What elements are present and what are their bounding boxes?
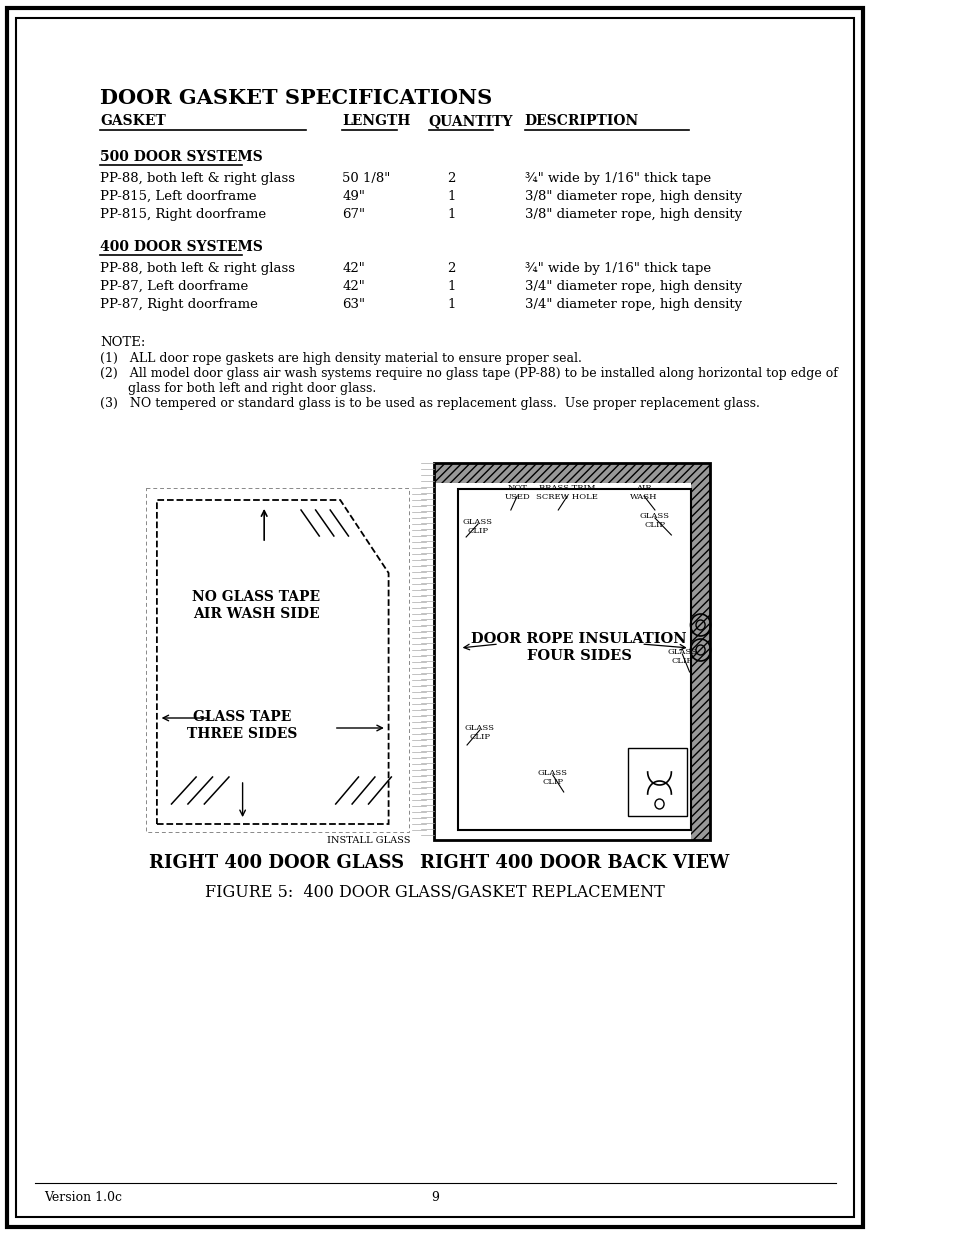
Bar: [457, 489, 691, 830]
Text: BRASS TRIM
SCREW HOLE: BRASS TRIM SCREW HOLE: [536, 484, 598, 500]
Text: PP-87, Left doorframe: PP-87, Left doorframe: [100, 280, 249, 293]
Bar: [146, 488, 408, 832]
Text: (3)   NO tempered or standard glass is to be used as replacement glass.  Use pro: (3) NO tempered or standard glass is to …: [100, 396, 760, 410]
Text: NOTE:: NOTE:: [100, 336, 146, 350]
Text: AIR WASH SIDE: AIR WASH SIDE: [193, 606, 319, 621]
Text: GLASS
CLIP: GLASS CLIP: [666, 648, 697, 666]
Bar: [434, 463, 709, 840]
Text: GLASS
CLIP: GLASS CLIP: [464, 724, 495, 741]
Text: 42": 42": [342, 280, 364, 293]
Text: DOOR GASKET SPECIFICATIONS: DOOR GASKET SPECIFICATIONS: [100, 88, 492, 107]
Bar: [691, 483, 709, 840]
Text: ¾" wide by 1/16" thick tape: ¾" wide by 1/16" thick tape: [524, 262, 710, 275]
Text: GASKET: GASKET: [100, 114, 166, 128]
Text: 3/8" diameter rope, high density: 3/8" diameter rope, high density: [524, 190, 740, 203]
Text: 1: 1: [447, 280, 455, 293]
Text: Version 1.0c: Version 1.0c: [44, 1191, 122, 1204]
Text: GLASS TAPE: GLASS TAPE: [193, 710, 292, 724]
Text: GLASS
CLIP: GLASS CLIP: [462, 517, 493, 535]
Text: 3/4" diameter rope, high density: 3/4" diameter rope, high density: [524, 280, 740, 293]
Text: 42": 42": [342, 262, 364, 275]
Text: PP-815, Left doorframe: PP-815, Left doorframe: [100, 190, 256, 203]
Text: DESCRIPTION: DESCRIPTION: [524, 114, 639, 128]
Text: LENGTH: LENGTH: [342, 114, 410, 128]
Text: 50 1/8": 50 1/8": [342, 172, 390, 185]
Text: NO GLASS TAPE: NO GLASS TAPE: [192, 590, 320, 604]
Text: 1: 1: [447, 298, 455, 311]
Text: INSTALL GLASS: INSTALL GLASS: [327, 836, 410, 845]
Text: FOUR SIDES: FOUR SIDES: [526, 650, 631, 663]
Text: PP-88, both left & right glass: PP-88, both left & right glass: [100, 262, 295, 275]
Text: QUANTITY: QUANTITY: [428, 114, 513, 128]
Text: 1: 1: [447, 190, 455, 203]
Text: 500 DOOR SYSTEMS: 500 DOOR SYSTEMS: [100, 149, 263, 164]
Text: 3/4" diameter rope, high density: 3/4" diameter rope, high density: [524, 298, 740, 311]
Text: PP-88, both left & right glass: PP-88, both left & right glass: [100, 172, 295, 185]
Text: DOOR ROPE INSULATION: DOOR ROPE INSULATION: [471, 632, 686, 646]
Text: (1)   ALL door rope gaskets are high density material to ensure proper seal.: (1) ALL door rope gaskets are high densi…: [100, 352, 581, 366]
Text: ¾" wide by 1/16" thick tape: ¾" wide by 1/16" thick tape: [524, 172, 710, 185]
Polygon shape: [156, 500, 388, 824]
Text: 49": 49": [342, 190, 365, 203]
Text: 63": 63": [342, 298, 365, 311]
Text: 2: 2: [447, 262, 455, 275]
Text: PP-87, Right doorframe: PP-87, Right doorframe: [100, 298, 258, 311]
Text: 9: 9: [431, 1191, 438, 1204]
Text: THREE SIDES: THREE SIDES: [187, 727, 297, 741]
Text: 2: 2: [447, 172, 455, 185]
Text: AIR
WASH: AIR WASH: [630, 484, 657, 500]
Text: 1: 1: [447, 207, 455, 221]
Bar: [434, 463, 709, 483]
Text: FIGURE 5:  400 DOOR GLASS/GASKET REPLACEMENT: FIGURE 5: 400 DOOR GLASS/GASKET REPLACEM…: [205, 884, 664, 902]
Text: PP-815, Right doorframe: PP-815, Right doorframe: [100, 207, 266, 221]
Text: 3/8" diameter rope, high density: 3/8" diameter rope, high density: [524, 207, 740, 221]
Text: 400 DOOR SYSTEMS: 400 DOOR SYSTEMS: [100, 240, 263, 254]
Text: NOT
USED: NOT USED: [504, 484, 530, 500]
Text: glass for both left and right door glass.: glass for both left and right door glass…: [100, 382, 376, 395]
Bar: [627, 748, 686, 816]
Text: GLASS
CLIP: GLASS CLIP: [639, 513, 669, 530]
Text: 67": 67": [342, 207, 365, 221]
Text: (2)   All model door glass air wash systems require no glass tape (PP-88) to be : (2) All model door glass air wash system…: [100, 367, 838, 380]
Text: RIGHT 400 DOOR GLASS: RIGHT 400 DOOR GLASS: [149, 853, 403, 872]
Text: RIGHT 400 DOOR BACK VIEW: RIGHT 400 DOOR BACK VIEW: [419, 853, 728, 872]
Text: GLASS
CLIP: GLASS CLIP: [537, 769, 567, 787]
